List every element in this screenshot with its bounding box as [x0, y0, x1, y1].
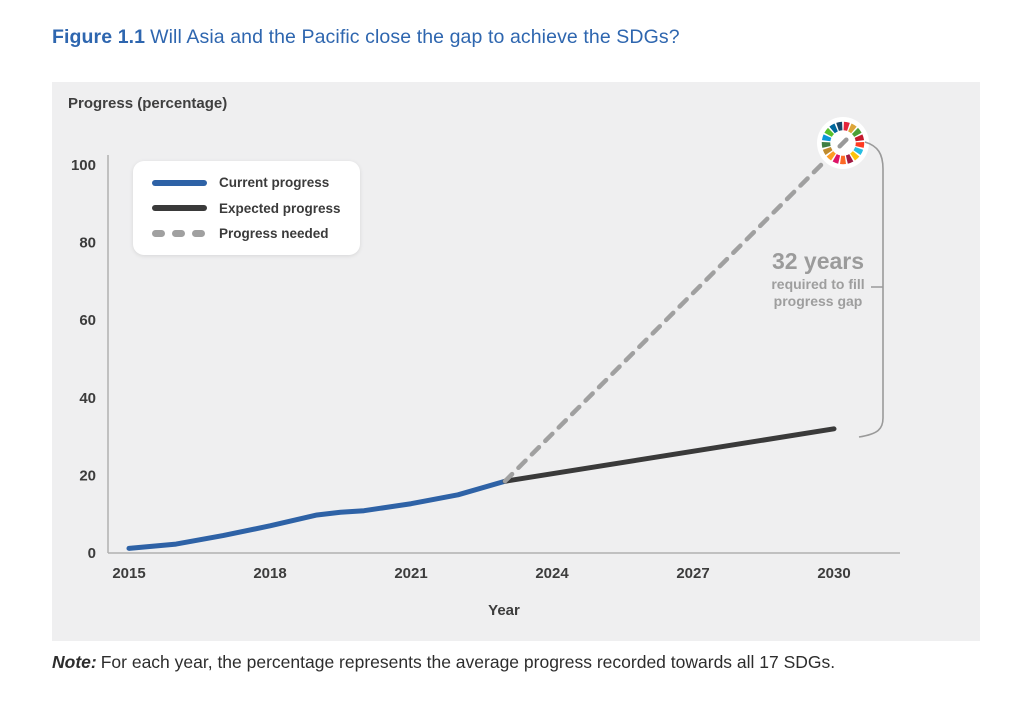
gap-bracket — [858, 141, 884, 438]
sdg-wheel-icon — [817, 117, 869, 169]
chart-plot: 0 20 40 60 80 100 2015 2018 2021 2024 2027 2030 — [71, 117, 900, 582]
expected-progress-swatch-icon — [152, 204, 207, 212]
legend-item-current-progress: Current progress — [152, 175, 360, 190]
y-tick-label: 0 — [88, 545, 96, 562]
note-label: Note: — [52, 652, 97, 672]
figure-label: Figure 1.1 — [52, 26, 146, 48]
figure-note: Note: For each year, the percentage repre… — [52, 652, 992, 673]
x-tick-label: 2027 — [676, 565, 709, 582]
x-tick-label: 2018 — [253, 565, 286, 582]
gap-annotation-years: 32 years — [771, 248, 865, 274]
gap-annotation-detail-line2: progress gap — [773, 292, 863, 309]
legend-item-expected-progress: Expected progress — [152, 201, 360, 216]
y-tick-label: 100 — [71, 157, 96, 174]
y-axis-title: Progress (percentage) — [68, 95, 228, 112]
x-tick-label: 2021 — [394, 565, 427, 582]
y-tick-label: 80 — [79, 235, 96, 252]
x-tick-label: 2024 — [535, 565, 569, 582]
legend-item-progress-needed: Progress needed — [152, 226, 360, 241]
legend-label: Expected progress — [219, 200, 341, 216]
legend-label: Current progress — [219, 175, 330, 191]
dash-through-wheel — [837, 137, 849, 149]
gap-annotation-detail-line1: required to fill — [771, 276, 865, 292]
gap-annotation: 32 years required to fill progress gap — [763, 249, 873, 309]
current-progress-line — [126, 478, 508, 551]
x-axis-title: Year — [488, 602, 520, 619]
legend-label: Progress needed — [219, 225, 329, 241]
chart-panel: 0 20 40 60 80 100 2015 2018 2021 2024 2027 2030 Pro… — [52, 82, 980, 641]
y-tick-label: 40 — [79, 390, 96, 407]
chart-legend: Current progress Expected progress Progr… — [133, 161, 360, 255]
note-text: For each year, the percentage represents… — [100, 652, 836, 672]
current-progress-swatch-icon — [152, 179, 207, 186]
expected-progress-line — [502, 426, 837, 484]
x-tick-label: 2015 — [112, 565, 145, 582]
y-tick-label: 20 — [79, 467, 96, 484]
figure-title: Figure 1.1 Will Asia and the Pacific clos… — [52, 26, 680, 49]
progress-needed-swatch-icon — [152, 230, 207, 237]
figure-title-text: Will Asia and the Pacific close the gap … — [150, 26, 680, 48]
y-tick-label: 60 — [79, 312, 96, 329]
progress-needed-line — [502, 140, 846, 484]
x-tick-label: 2030 — [817, 565, 850, 582]
